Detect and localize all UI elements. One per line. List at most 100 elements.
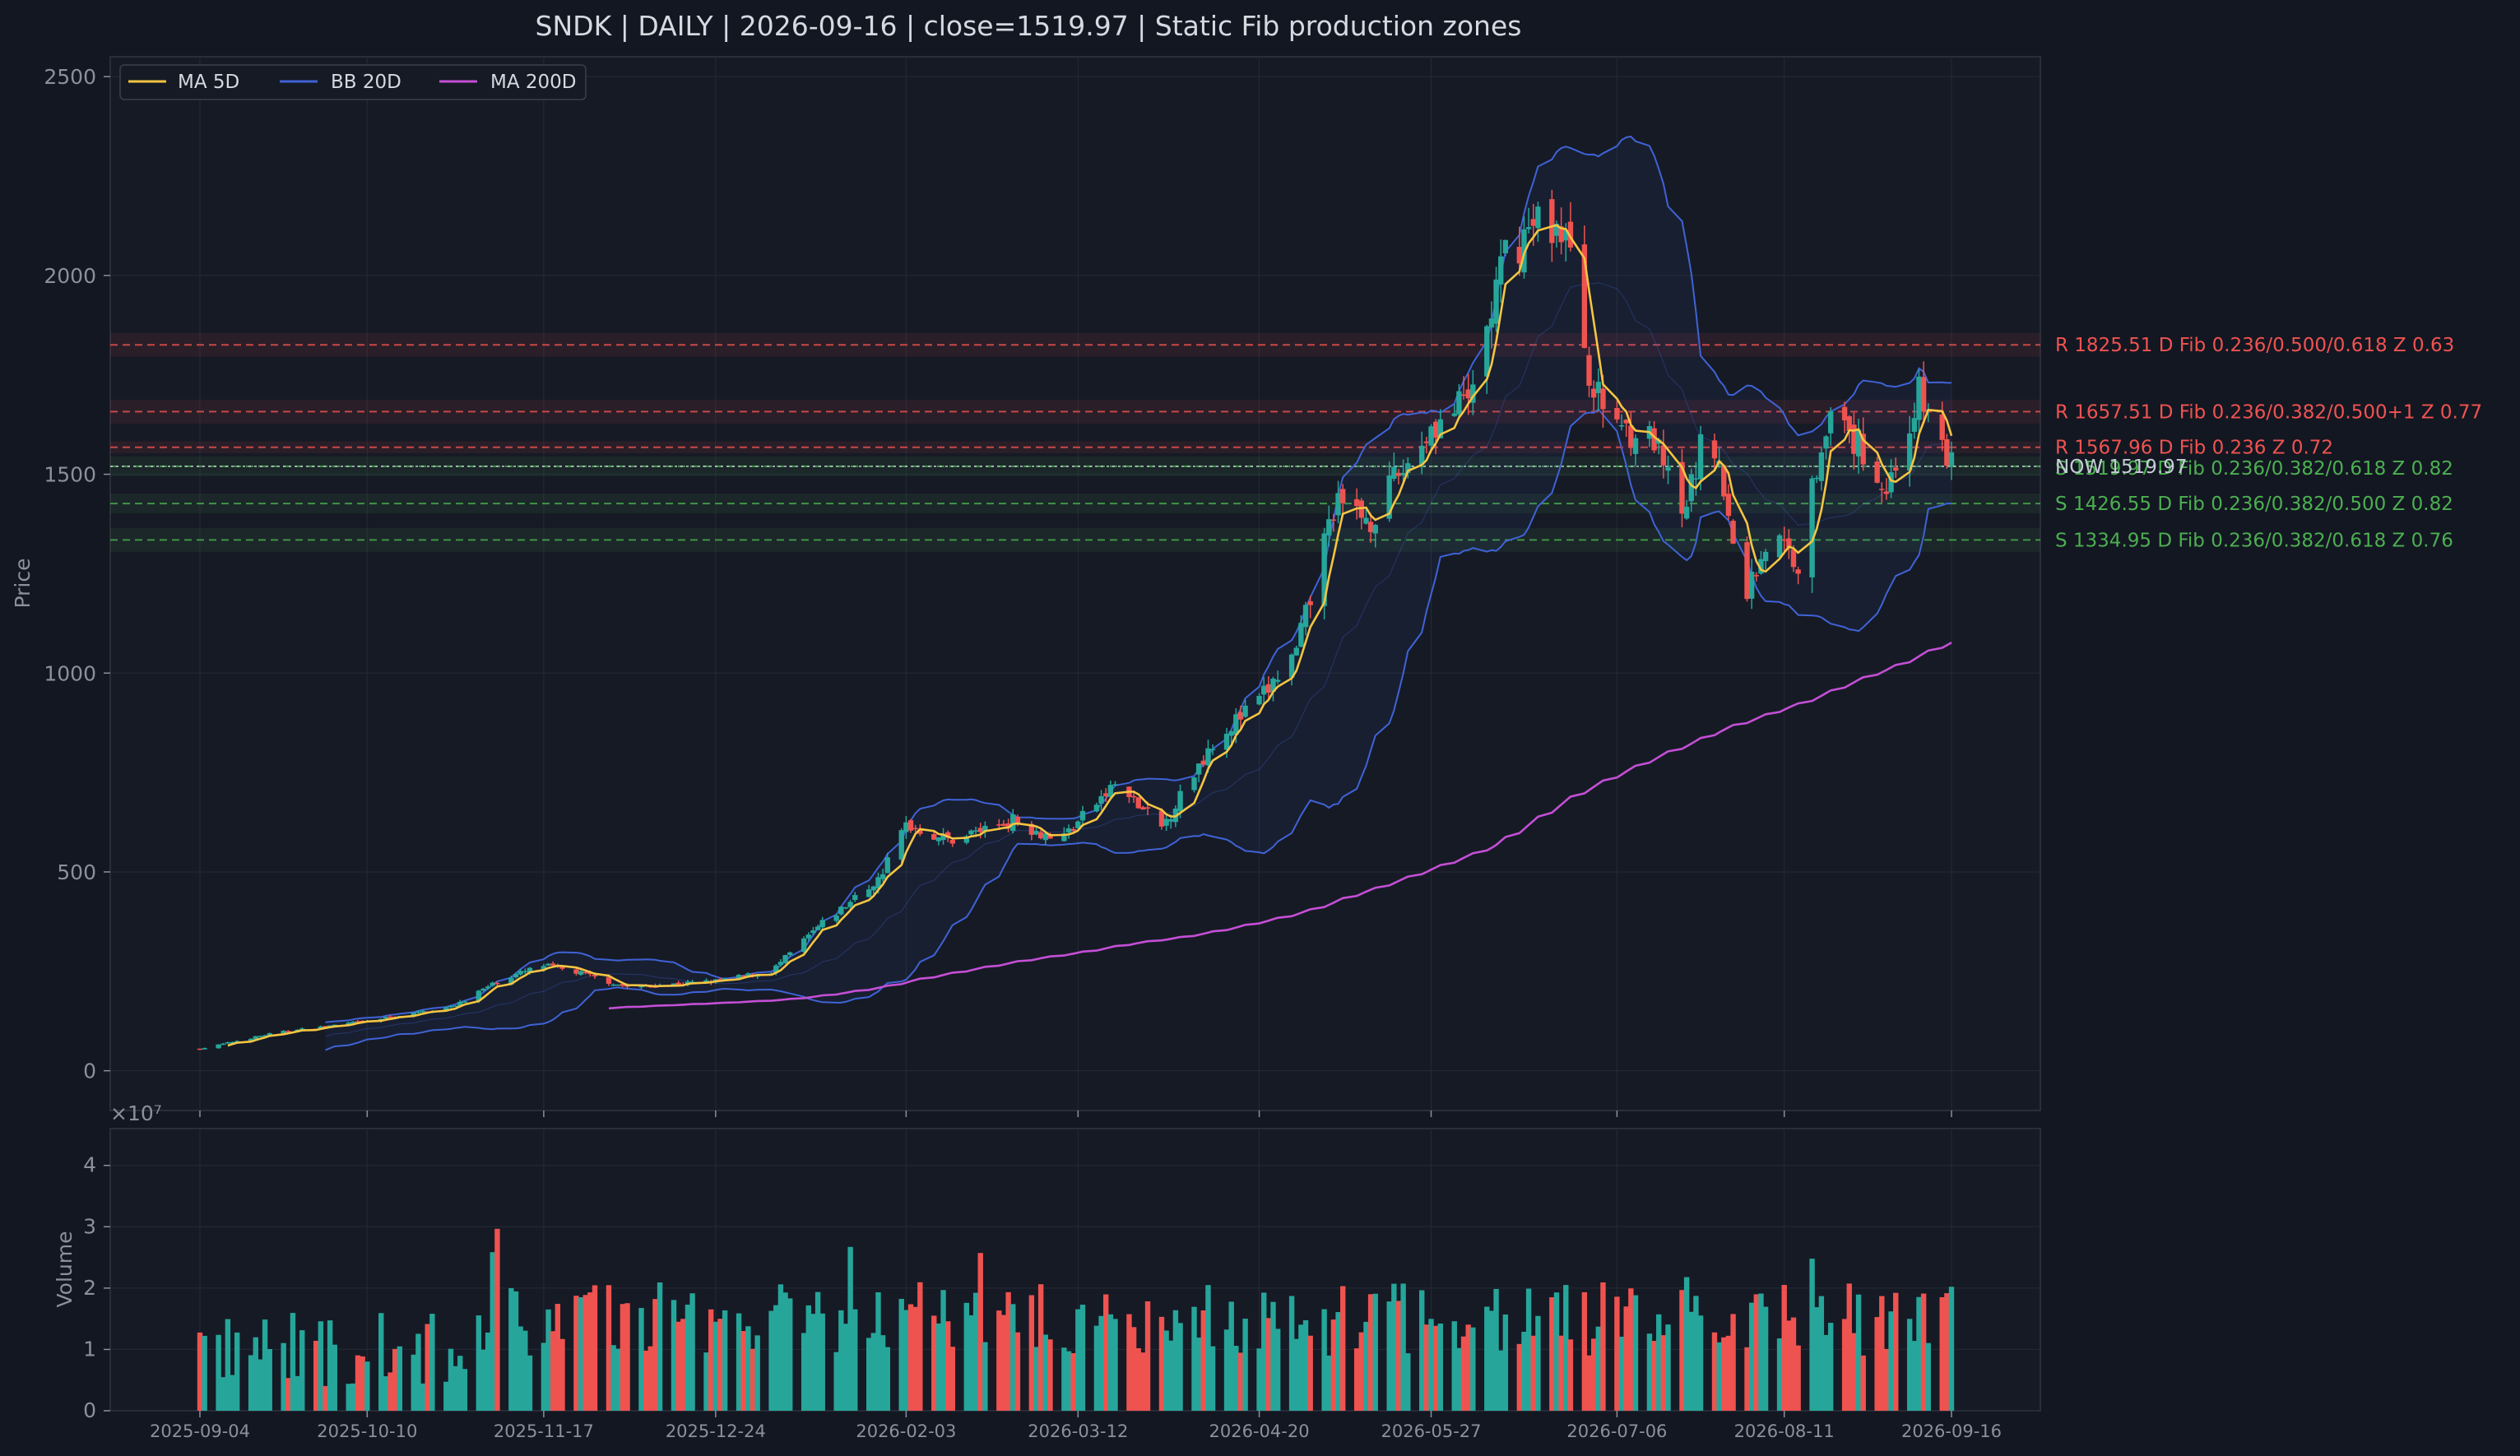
legend-label-ma5: MA 5D [178,72,239,93]
candle-body-224 [1656,439,1662,444]
candle-body-206 [1535,206,1541,229]
candle-body-248 [1814,477,1820,480]
volume-bar-82 [736,1313,742,1411]
candle-body-12 [281,1031,286,1034]
candle-body-59 [582,971,588,974]
price-panel [109,56,2041,1111]
volume-bar-171 [1307,1335,1313,1411]
candle-body-99 [842,907,849,909]
volume-bar-95 [814,1291,821,1411]
candle-body-264 [1916,376,1922,420]
volume-bar-180 [1367,1294,1374,1411]
volume-bar-148 [1163,1330,1169,1411]
volume-bar-247 [1809,1259,1815,1411]
volume-bar-30 [392,1348,398,1411]
candle-body-135 [1075,821,1081,828]
volume-bar-177 [1353,1348,1360,1411]
volume-bar-162 [1256,1348,1262,1411]
volume-bar-233 [1716,1342,1722,1411]
volume-bar-168 [1293,1338,1299,1411]
volume-bar-254 [1851,1333,1857,1411]
now-label: NOW 1519.97 [2055,457,2187,478]
volume-bar-239 [1753,1294,1760,1411]
candle-body-47 [508,977,514,985]
candle-body-140 [1107,785,1114,797]
volume-bar-252 [1841,1319,1848,1411]
candle-body-97 [833,916,839,921]
volume-bar-24 [355,1355,361,1411]
candle-body-32 [411,1012,416,1017]
volume-bar-10 [262,1319,268,1411]
legend-label-bb: BB 20D [331,72,401,93]
volume-bar-220 [1628,1288,1634,1411]
candle-body-166 [1274,679,1281,682]
candle-body-138 [1098,795,1104,804]
candle-body-13 [285,1031,291,1032]
volume-bar-176 [1340,1286,1346,1411]
candle-body-77 [703,980,709,982]
candle-body-203 [1521,229,1527,273]
candle-body-61 [592,975,598,976]
volume-bar-18 [318,1321,324,1411]
volume-bar-159 [1233,1346,1239,1411]
volume-bar-244 [1786,1320,1792,1411]
candle-body-258 [1879,489,1885,490]
candle-body-229 [1688,474,1694,502]
candle-body-63 [610,984,616,986]
candle-body-119 [972,830,979,832]
candle-body-10 [262,1035,268,1037]
volume-bar-34 [420,1383,426,1411]
volume-bar-132 [1061,1347,1067,1411]
candle-body-53 [545,963,551,966]
candle-body-90 [782,955,788,963]
volume-bar-265 [1920,1293,1927,1411]
volume-bar-214 [1590,1338,1597,1411]
volume-bar-260 [1888,1311,1894,1411]
volume-bar-61 [592,1285,598,1411]
candle-body-220 [1628,425,1634,447]
volume-bar-124 [1005,1291,1011,1411]
volume-bar-169 [1298,1324,1304,1411]
volume-bar-227 [1679,1290,1685,1411]
candle-body-129 [1037,832,1044,839]
candle-body-231 [1697,434,1704,480]
candle-body-120 [977,828,983,832]
volume-bar-229 [1688,1311,1694,1411]
volume-bar-78 [708,1309,714,1411]
candle-body-28 [383,1017,389,1019]
volume-bar-72 [671,1300,677,1411]
candle-body-91 [787,952,793,955]
volume-tick-label-4: 4 [83,1153,96,1177]
volume-bar-96 [819,1313,825,1411]
price-tick-label-1: 500 [57,860,96,884]
candle-body-256 [1860,434,1866,465]
candle-body-204 [1525,227,1532,230]
candle-body-161 [1242,705,1248,717]
x-tick-label-5: 2026-03-12 [1028,1421,1128,1441]
volume-bar-146 [1144,1301,1151,1411]
volume-bar-1 [202,1335,207,1411]
volume-bar-65 [620,1304,626,1411]
candle-body-136 [1079,810,1086,821]
candle-body-187 [1419,445,1425,466]
volume-bar-211 [1567,1339,1574,1411]
candle-body-164 [1265,684,1272,693]
candle-body-249 [1818,452,1825,481]
candle-body-241 [1762,551,1769,562]
candle-body-243 [1781,539,1787,541]
volume-bar-129 [1037,1284,1044,1411]
volume-bar-64 [615,1348,621,1411]
candle-body-193 [1456,391,1462,415]
candle-body-3 [220,1043,226,1046]
candle-body-182 [1386,475,1392,519]
candle-body-107 [898,830,904,860]
candle-body-106 [884,857,890,874]
volume-bar-9 [258,1359,263,1411]
candle-body-153 [1195,763,1202,775]
candle-body-29 [388,1016,393,1018]
volume-bar-74 [680,1319,686,1411]
volume-bar-42 [476,1315,482,1411]
volume-bar-32 [411,1354,416,1411]
volume-bar-243 [1781,1285,1787,1411]
candle-body-5 [230,1041,235,1044]
